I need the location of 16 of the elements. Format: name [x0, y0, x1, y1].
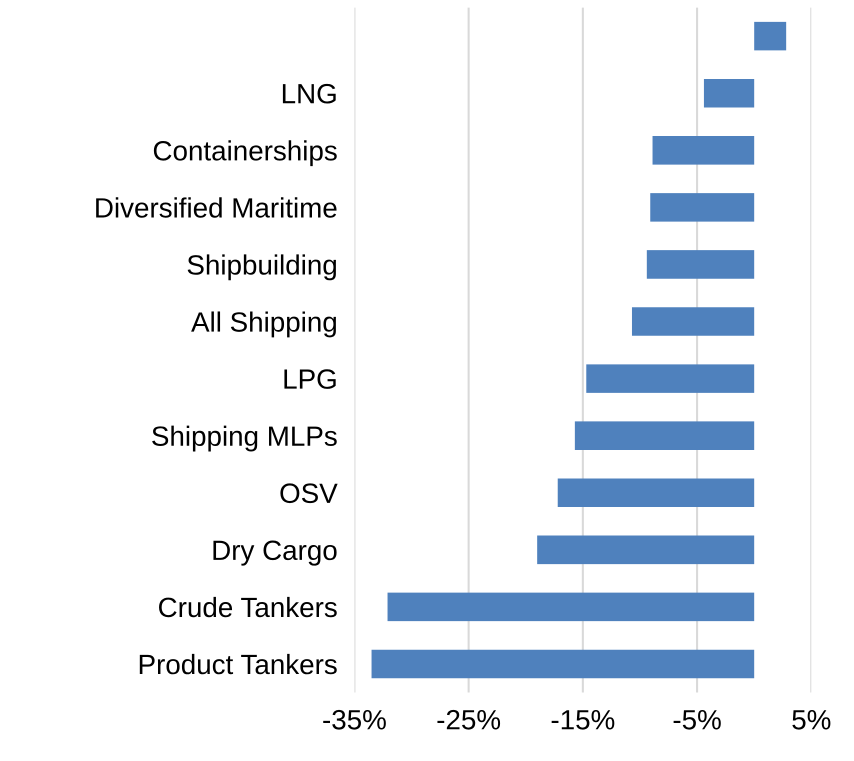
x-tick-label: 5%	[792, 710, 830, 730]
y-tick-label: Containerships	[154, 140, 337, 166]
y-tick-label: LPG	[284, 369, 336, 389]
y-tick-label: Diversified Maritime	[96, 197, 337, 218]
x-tick-label: -15%	[552, 710, 614, 730]
x-tick-label: -35%	[323, 710, 386, 730]
y-tick-label: Dry Cargo	[213, 540, 337, 566]
y-tick-label: Shipbuilding	[188, 254, 336, 280]
x-tick-label: -25%	[437, 710, 500, 730]
y-tick-label: Product Tankers	[140, 654, 337, 674]
y-tick-label: LNG	[282, 84, 336, 104]
x-tick-label: -5%	[674, 710, 721, 730]
y-tick-label: Shipping MLPs	[152, 426, 337, 452]
y-tick-label: All Shipping	[191, 311, 336, 338]
y-tick-label: OSV	[280, 483, 338, 504]
y-tick-label: Crude Tankers	[159, 596, 337, 618]
